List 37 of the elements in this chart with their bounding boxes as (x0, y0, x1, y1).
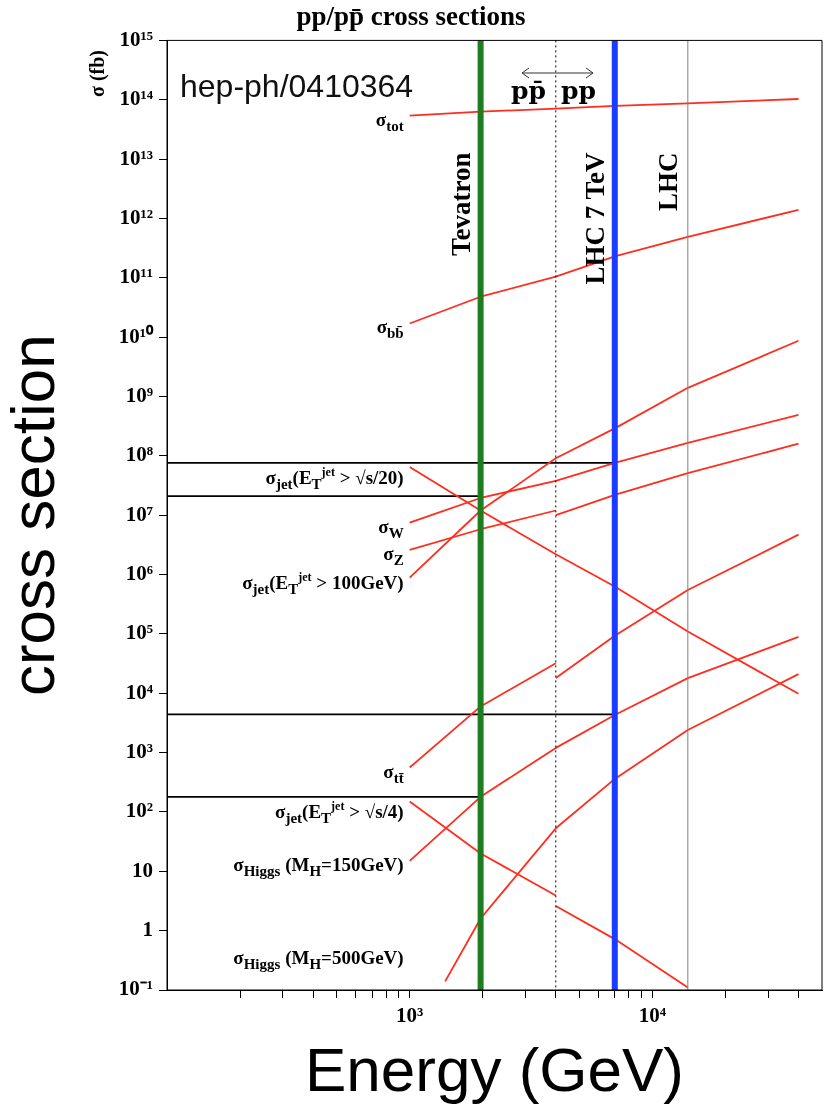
annotation: hep-ph/0410364 (180, 68, 414, 105)
y-tick-label: 10¹⁵ (119, 26, 153, 51)
y-tick-label: 1 (142, 917, 153, 942)
y-tick-label: 10⁹ (125, 382, 153, 407)
series-label: σ$_{tt̄}$ (383, 760, 404, 787)
y-tick-label: 10 (132, 857, 153, 882)
y-tick-label: 10⁷ (125, 501, 153, 526)
y-tick-label: 10⁶ (125, 560, 153, 585)
series-label: σ$_{tot}$ (375, 108, 404, 135)
y-tick-label: 10¹¹ (119, 264, 153, 289)
y-tick-label: 10¹³ (119, 145, 153, 170)
ref-line-label: LHC (653, 152, 684, 211)
text: σ (fb) (85, 50, 109, 97)
series-label: σ$_{Z}$ (383, 543, 404, 569)
series-label: σ$_{W}$ (378, 515, 404, 542)
ref-line-label: Tevatron (446, 152, 477, 256)
series-label: σ$_{jet}$(E$_{T}$$^{jet}$ > 100GeV) (242, 569, 404, 598)
series-label: σ$_{Higgs}$ (M$_{H}$=150GeV) (233, 853, 404, 880)
y-tick-label: 10⁸ (125, 442, 153, 467)
series-label: σ$_{jet}$(E$_{T}$$^{jet}$ > √s/20) (265, 465, 404, 493)
y-tick-label: 10² (125, 798, 153, 823)
annotation: pp (561, 76, 596, 105)
y-tick-label: 10¹⁴ (119, 86, 154, 111)
y-tick-label: 10¹⁰ (118, 323, 154, 348)
y-tick-label: 10⁵ (125, 620, 153, 645)
y-tick-label: 10³ (125, 739, 153, 764)
y-axis-title: cross section (0, 334, 68, 697)
ref-line-label: LHC 7 TeV (580, 151, 611, 285)
chart-title: pp/pp̄ cross sections (296, 1, 526, 32)
text: σ$_{Higgs}$ (M$_{H}$=500GeV) (233, 947, 404, 973)
x-axis-title: Energy (GeV) (304, 1034, 685, 1104)
series-label: σ$_{jet}$(E$_{T}$$^{jet}$ > √s/4) (275, 799, 404, 827)
y-tick-label: 10⁻¹ (118, 976, 153, 1001)
annotation: pp̄ (511, 76, 546, 105)
y-tick-label: 10⁴ (125, 679, 154, 704)
y-tick-label: 10¹² (119, 204, 153, 229)
series-label: σ$_{bb̄}$ (376, 316, 404, 343)
